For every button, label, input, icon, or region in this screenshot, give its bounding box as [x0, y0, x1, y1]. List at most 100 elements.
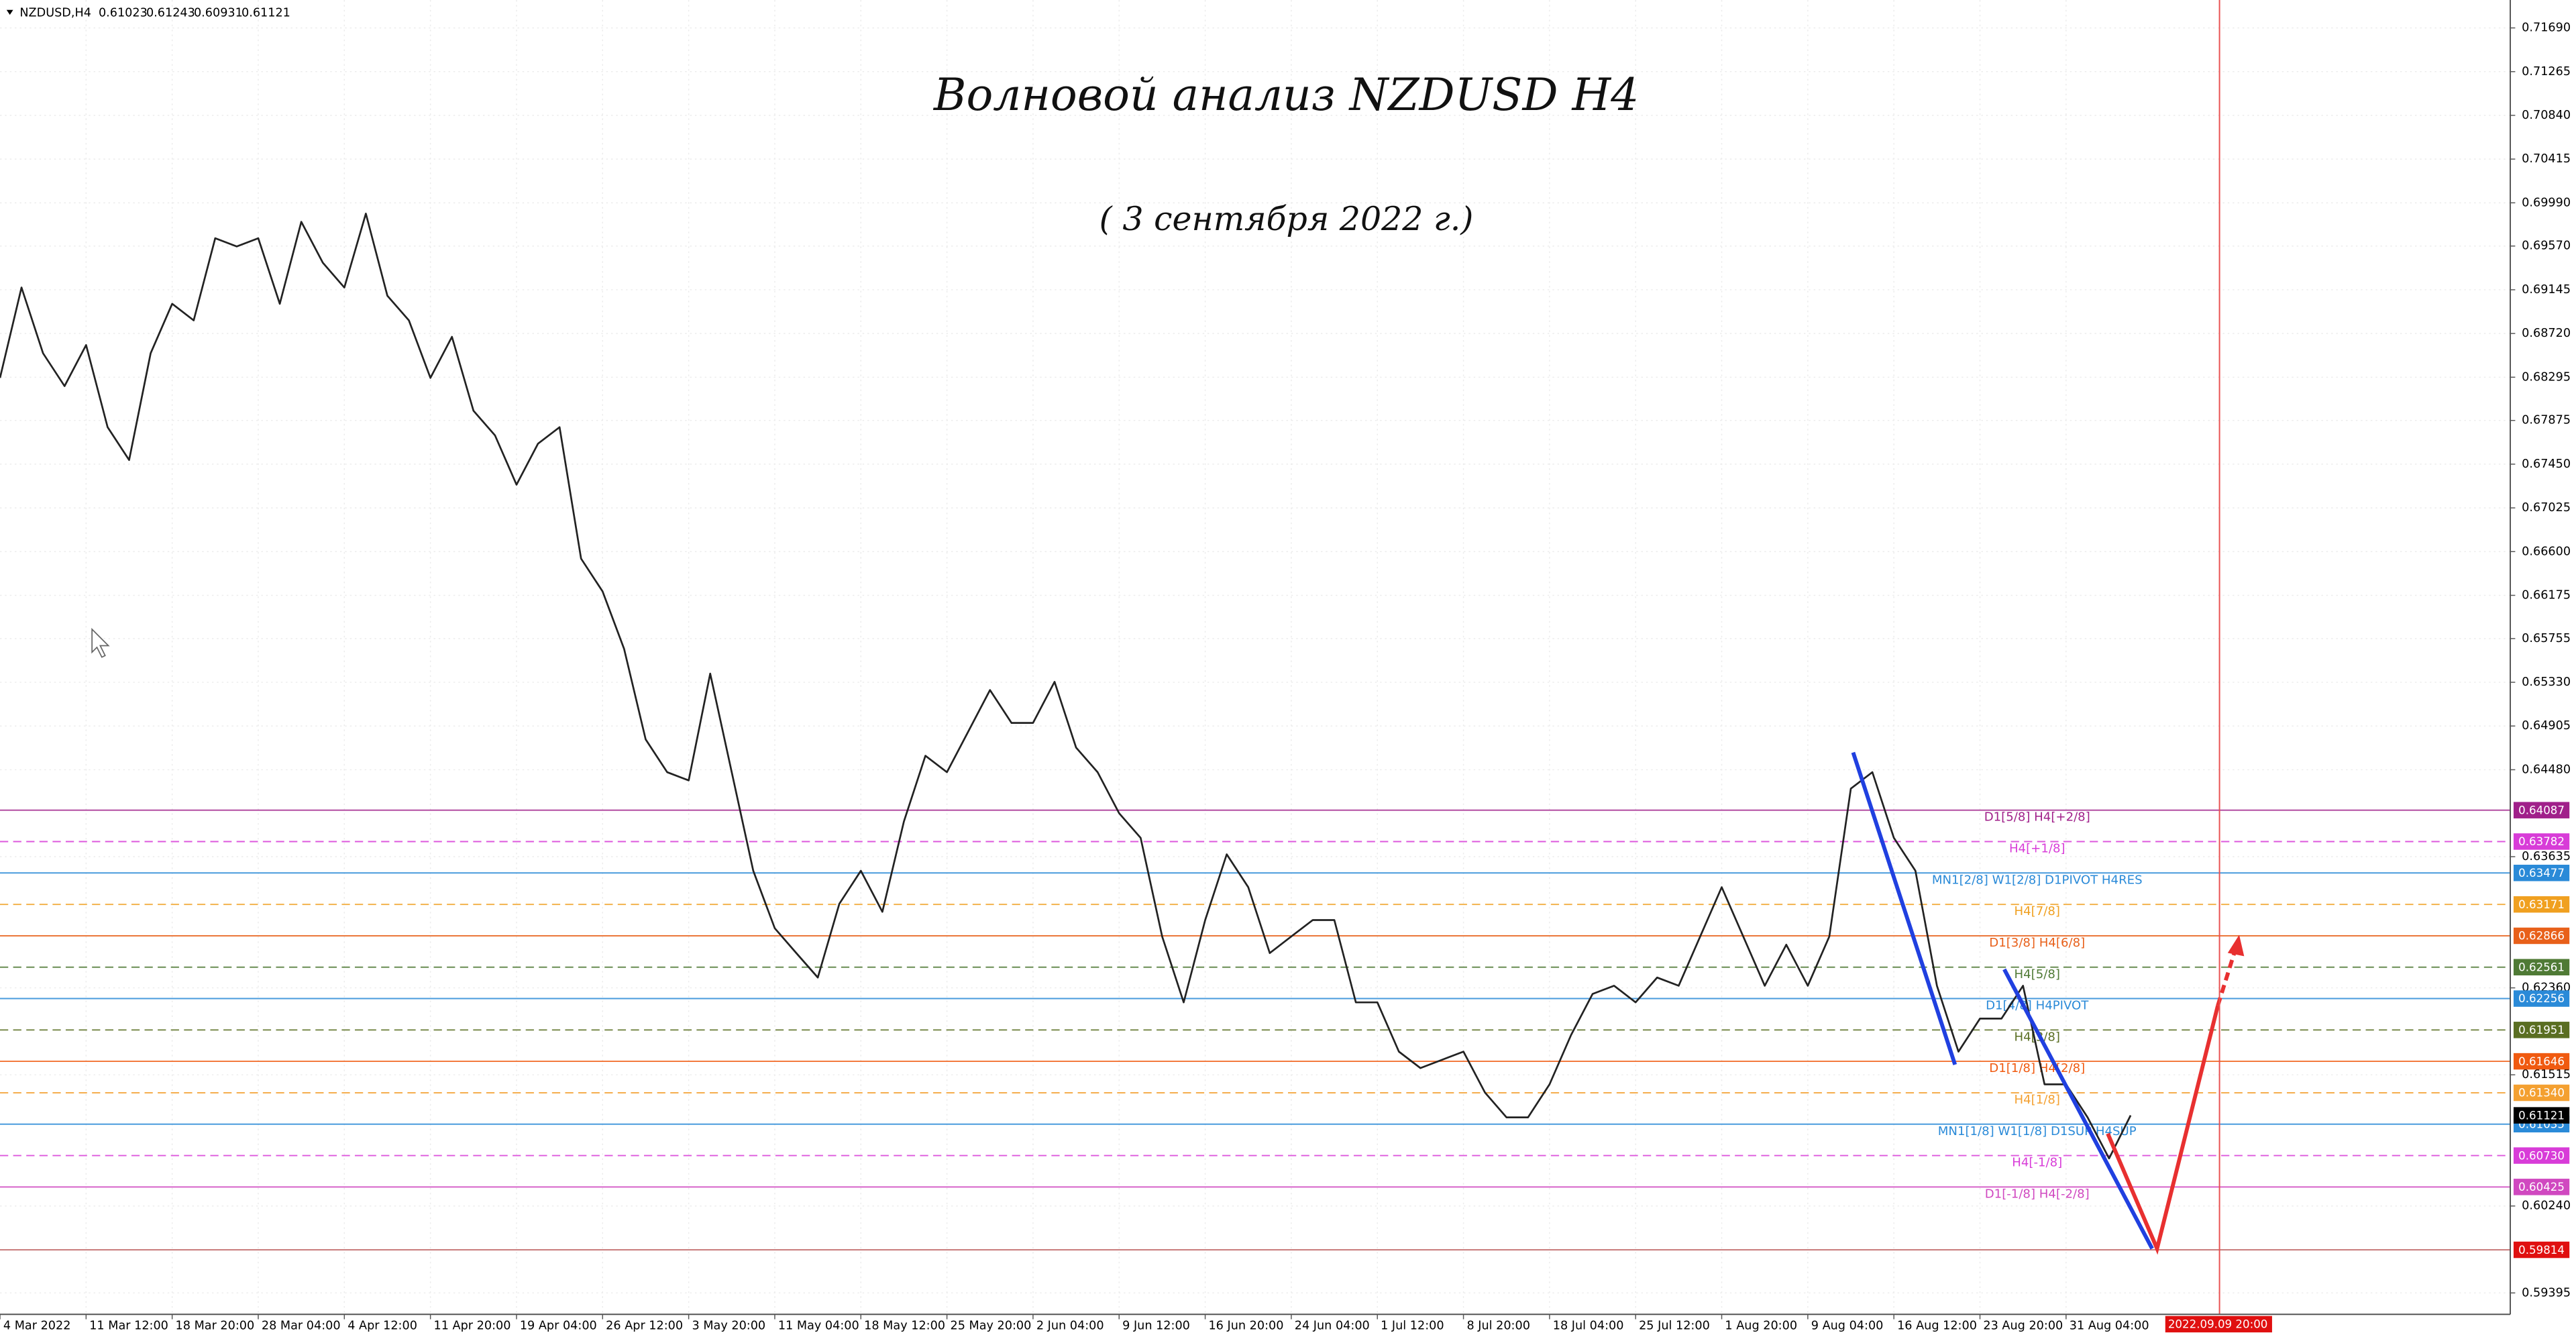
- level-price-label: 0.62561: [2518, 961, 2565, 973]
- y-tick-label: 0.60240: [2522, 1199, 2571, 1213]
- x-tick-label: 16 Aug 12:00: [1897, 1319, 1977, 1332]
- level-price-label: 0.63477: [2518, 867, 2565, 879]
- y-tick-label: 0.64480: [2522, 763, 2571, 776]
- level-label: D1[4/8] H4PIVOT: [1986, 999, 2089, 1013]
- time-marker-label: 2022.09.09 20:00: [2168, 1318, 2268, 1331]
- axes: 0.71690 0.71265 0.70840 0.70415 0.69990 0.695…: [0, 21, 2571, 1332]
- x-tick-label: 4 Apr 12:00: [347, 1319, 417, 1332]
- level-price-label: 0.61646: [2518, 1055, 2565, 1068]
- level-price-badge: [2513, 1179, 2570, 1195]
- x-tick-label: 26 Apr 12:00: [606, 1319, 683, 1332]
- level-price-badge: [2513, 802, 2570, 818]
- y-tick-label: 0.65330: [2522, 676, 2571, 689]
- y-tick-label: 0.71690: [2522, 21, 2571, 35]
- grid: [0, 0, 2511, 1315]
- level-price-label: 0.63782: [2518, 835, 2565, 848]
- x-tick-label: 18 Jul 04:00: [1553, 1319, 1624, 1332]
- ohlc-value: 0.60931: [194, 7, 243, 20]
- x-tick-label: 23 Aug 20:00: [1983, 1319, 2063, 1332]
- ohlc-value: 0.61023: [99, 7, 148, 20]
- level-label: MN1[1/8] W1[1/8] D1SUP H4SUP: [1938, 1124, 2137, 1138]
- level-label: D1[5/8] H4[+2/8]: [1984, 810, 2090, 824]
- target-price-label: 0.59814: [2518, 1244, 2565, 1256]
- level-label: H4[-1/8]: [2012, 1156, 2062, 1170]
- x-tick-label: 3 May 20:00: [692, 1319, 766, 1332]
- y-tick-label: 0.63635: [2522, 850, 2571, 863]
- y-tick-label: 0.61515: [2522, 1068, 2571, 1081]
- level-label: H4[5/8]: [2015, 967, 2060, 981]
- level-price-badge: [2513, 865, 2570, 881]
- level-label: H4[1/8]: [2015, 1093, 2060, 1107]
- x-tick-label: 9 Jun 12:00: [1122, 1319, 1190, 1332]
- x-tick-label: 2 Jun 04:00: [1036, 1319, 1104, 1332]
- x-tick-label: 11 Mar 12:00: [89, 1319, 168, 1332]
- current-price-label: 0.61121: [2518, 1109, 2565, 1122]
- x-tick-label: 18 May 12:00: [864, 1319, 945, 1332]
- x-tick-label: 24 Jun 04:00: [1295, 1319, 1370, 1332]
- level-price-label: 0.61340: [2518, 1087, 2565, 1100]
- wave-line: [1851, 751, 1957, 1065]
- level-price-badge: [2513, 1022, 2570, 1038]
- level-price-badge: [2513, 1053, 2570, 1070]
- ohlc-value: 0.61121: [241, 7, 290, 20]
- level-label: MN1[2/8] W1[2/8] D1PIVOT H4RES: [1932, 873, 2143, 887]
- level-price-label: 0.62256: [2518, 992, 2565, 1005]
- y-tick-label: 0.65755: [2522, 632, 2571, 645]
- level-price-badge: [2513, 1147, 2570, 1164]
- x-tick-label: 19 Apr 04:00: [520, 1319, 597, 1332]
- level-price-label: 0.61951: [2518, 1024, 2565, 1036]
- x-tick-label: 9 Aug 04:00: [1811, 1319, 1884, 1332]
- symbol: NZDUSD,H4: [19, 7, 91, 20]
- level-price-badge: [2513, 833, 2570, 850]
- level-price-badge: [2513, 990, 2570, 1007]
- current-price-badge: [2513, 1107, 2570, 1124]
- x-tick-label: 25 May 20:00: [950, 1319, 1031, 1332]
- y-tick-label: 0.69145: [2522, 283, 2571, 297]
- y-tick-label: 0.68295: [2522, 370, 2571, 384]
- y-tick-label: 0.70415: [2522, 152, 2571, 166]
- level-label: H4[3/8]: [2015, 1030, 2060, 1044]
- forecast-dashed: [2216, 952, 2237, 1006]
- y-tick-label: 0.67025: [2522, 501, 2571, 515]
- y-tick-label: 0.67875: [2522, 414, 2571, 427]
- y-tick-label: 0.66600: [2522, 545, 2571, 558]
- level-price-badge: [2513, 896, 2570, 913]
- level-label: D1[-1/8] H4[-2/8]: [1985, 1187, 2090, 1201]
- level-price-label: 0.60730: [2518, 1149, 2565, 1162]
- y-tick-label: 0.64905: [2522, 719, 2571, 733]
- cursor: [91, 627, 110, 658]
- y-tick-label: 0.68720: [2522, 327, 2571, 340]
- target-price-badge: [2513, 1241, 2570, 1258]
- x-tick-label: 16 Jun 20:00: [1208, 1319, 1283, 1332]
- x-tick-label: 4 Mar 2022: [3, 1319, 71, 1332]
- y-tick-label: 0.70840: [2522, 109, 2571, 122]
- price-layer: [0, 213, 2132, 1160]
- level-label: D1[1/8] H4[2/8]: [1989, 1061, 2085, 1075]
- x-tick-label: 31 Aug 04:00: [2070, 1319, 2149, 1332]
- x-tick-label: 1 Jul 12:00: [1381, 1319, 1444, 1332]
- x-tick-label: 11 May 04:00: [778, 1319, 859, 1332]
- forecast-line: [2106, 1005, 2220, 1255]
- y-tick-label: 0.69990: [2522, 196, 2571, 209]
- level-price-label: 0.63171: [2518, 898, 2565, 911]
- chart-title: Волновой анализ NZDUSD H4: [933, 69, 1639, 121]
- forecast-arrow: [2227, 934, 2245, 957]
- level-price-label: 0.64087: [2518, 804, 2565, 816]
- x-tick-label: 1 Aug 20:00: [1725, 1319, 1797, 1332]
- y-tick-label: 0.69570: [2522, 239, 2571, 253]
- x-tick-label: 25 Jul 12:00: [1639, 1319, 1710, 1332]
- y-tick-label: 0.59395: [2522, 1286, 2571, 1299]
- x-tick-label: 11 Apr 20:00: [434, 1319, 511, 1332]
- x-tick-label: 28 Mar 04:00: [262, 1319, 341, 1332]
- y-tick-label: 0.71265: [2522, 65, 2571, 78]
- wave-annotations: [91, 627, 2245, 1255]
- level-price-label: 0.62866: [2518, 930, 2565, 943]
- level-label: H4[7/8]: [2015, 904, 2060, 918]
- level-price-badge: [2513, 927, 2570, 945]
- x-tick-label: 18 Mar 20:00: [176, 1319, 255, 1332]
- price-line: [0, 213, 2132, 1160]
- level-price-badge: [2513, 1084, 2570, 1102]
- level-price-badge: [2513, 959, 2570, 975]
